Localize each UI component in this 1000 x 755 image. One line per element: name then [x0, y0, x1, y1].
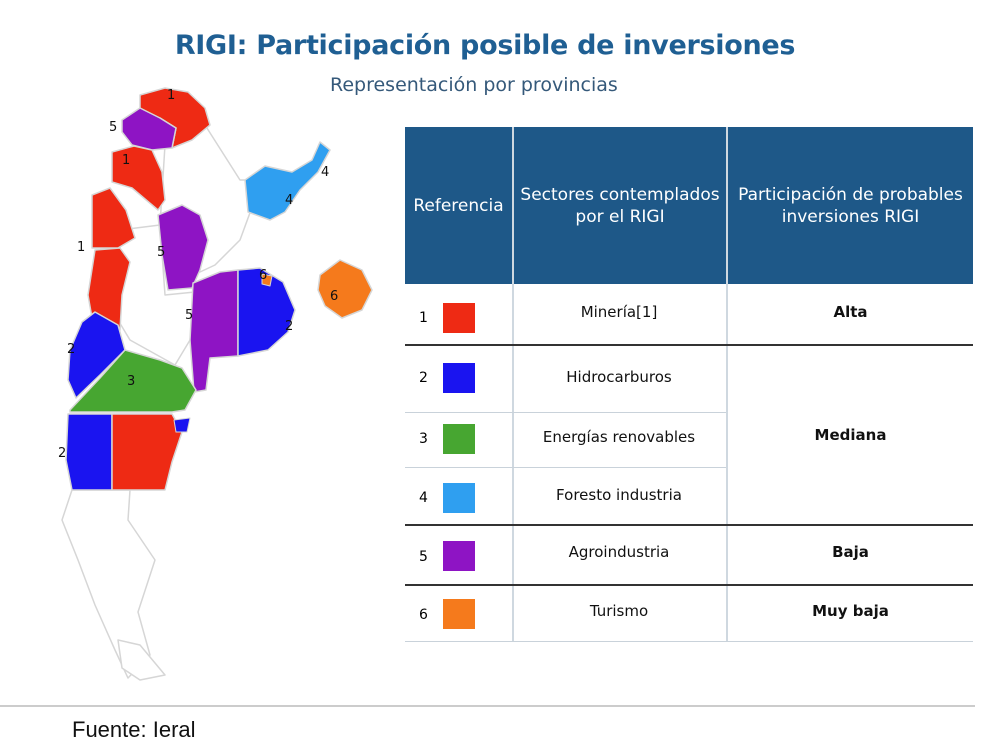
- map-label: 3: [127, 374, 135, 389]
- map-region-la-rioja: [91, 187, 136, 249]
- row-divider: [405, 524, 973, 526]
- map-region-buenos-aires-hidro: [237, 267, 296, 357]
- reference-number: 2: [419, 370, 428, 386]
- reference-number: 5: [419, 549, 428, 565]
- map-label: 2: [67, 342, 75, 357]
- row-divider: [405, 344, 973, 346]
- reference-number: 1: [419, 310, 428, 326]
- map-region-salta-agro: [121, 107, 177, 151]
- participation-muy-baja: Muy baja: [812, 602, 889, 620]
- header-reference: Referencia: [413, 195, 504, 216]
- header-sectors: Sectores contemplados por el RIGI: [520, 184, 720, 227]
- reference-swatch: [443, 599, 475, 629]
- map-label: 5: [185, 308, 193, 323]
- page-title: RIGI: Participación posible de inversion…: [174, 30, 796, 61]
- map-label: 6: [259, 268, 267, 283]
- map-label: 4: [321, 165, 329, 180]
- map-region-base-tierra-del-fuego: [117, 639, 166, 681]
- map-region-santiago-agro: [157, 204, 209, 291]
- map-label: 5: [109, 120, 117, 135]
- reference-swatch: [443, 424, 475, 454]
- participation-mediana: Mediana: [814, 426, 887, 444]
- map-label: 2: [58, 446, 66, 461]
- header-participation: Participación de probables inversiones R…: [738, 184, 963, 227]
- row-divider: [405, 467, 726, 468]
- column-divider: [512, 127, 514, 642]
- page-subtitle: Representación por provincias: [330, 74, 618, 96]
- table-header: Referencia Sectores contemplados por el …: [405, 127, 973, 284]
- reference-swatch: [443, 541, 475, 571]
- map-label: 2: [285, 319, 293, 334]
- column-divider: [726, 127, 728, 642]
- map-region-coastal-point: [173, 417, 191, 433]
- reference-number: 6: [419, 607, 428, 623]
- participation-baja: Baja: [832, 543, 869, 561]
- map-region-neuquen-hidro: [67, 311, 126, 399]
- footer-divider: [0, 705, 975, 707]
- source-note: Fuente: Ieral: [72, 717, 196, 742]
- map-labels: 1 5 1 4 4 1 5 6 6 5 2 2 3 2: [58, 88, 338, 461]
- reference-table: Referencia Sectores contemplados por el …: [405, 127, 973, 642]
- row-divider: [405, 641, 973, 642]
- map-label: 1: [167, 88, 175, 103]
- row-divider: [405, 412, 726, 413]
- map-region-misiones: [244, 141, 331, 221]
- row-divider: [405, 584, 973, 586]
- map-label: 5: [157, 245, 165, 260]
- sector-name: Foresto industria: [556, 486, 682, 504]
- map-region-chubut-mineria: [111, 413, 183, 491]
- map-label: 1: [77, 240, 85, 255]
- reference-swatch: [443, 363, 475, 393]
- map-region-chubut-hidro: [65, 413, 113, 491]
- map-region-cordoba-agro: [189, 269, 239, 393]
- argentina-map: 1 5 1 4 4 1 5 6 6 5 2 2 3 2: [58, 87, 373, 681]
- sector-name: Turismo: [589, 602, 649, 620]
- participation-alta: Alta: [833, 303, 868, 321]
- map-region-uruguay-tourism: [317, 259, 373, 319]
- map-region-rio-negro-renovables: [69, 349, 197, 413]
- sector-name: Hidrocarburos: [566, 368, 672, 386]
- reference-swatch: [443, 303, 475, 333]
- map-label: 1: [122, 153, 130, 168]
- sector-name: Energías renovables: [542, 428, 696, 446]
- reference-number: 3: [419, 431, 428, 447]
- map-region-catamarca: [111, 145, 166, 211]
- sector-name: Minería[1]: [580, 303, 658, 321]
- map-label: 6: [330, 289, 338, 304]
- sector-name: Agroindustria: [568, 543, 670, 561]
- reference-number: 4: [419, 490, 428, 506]
- reference-swatch: [443, 483, 475, 513]
- map-label: 4: [285, 193, 293, 208]
- map-region-tourism-small: [261, 273, 273, 287]
